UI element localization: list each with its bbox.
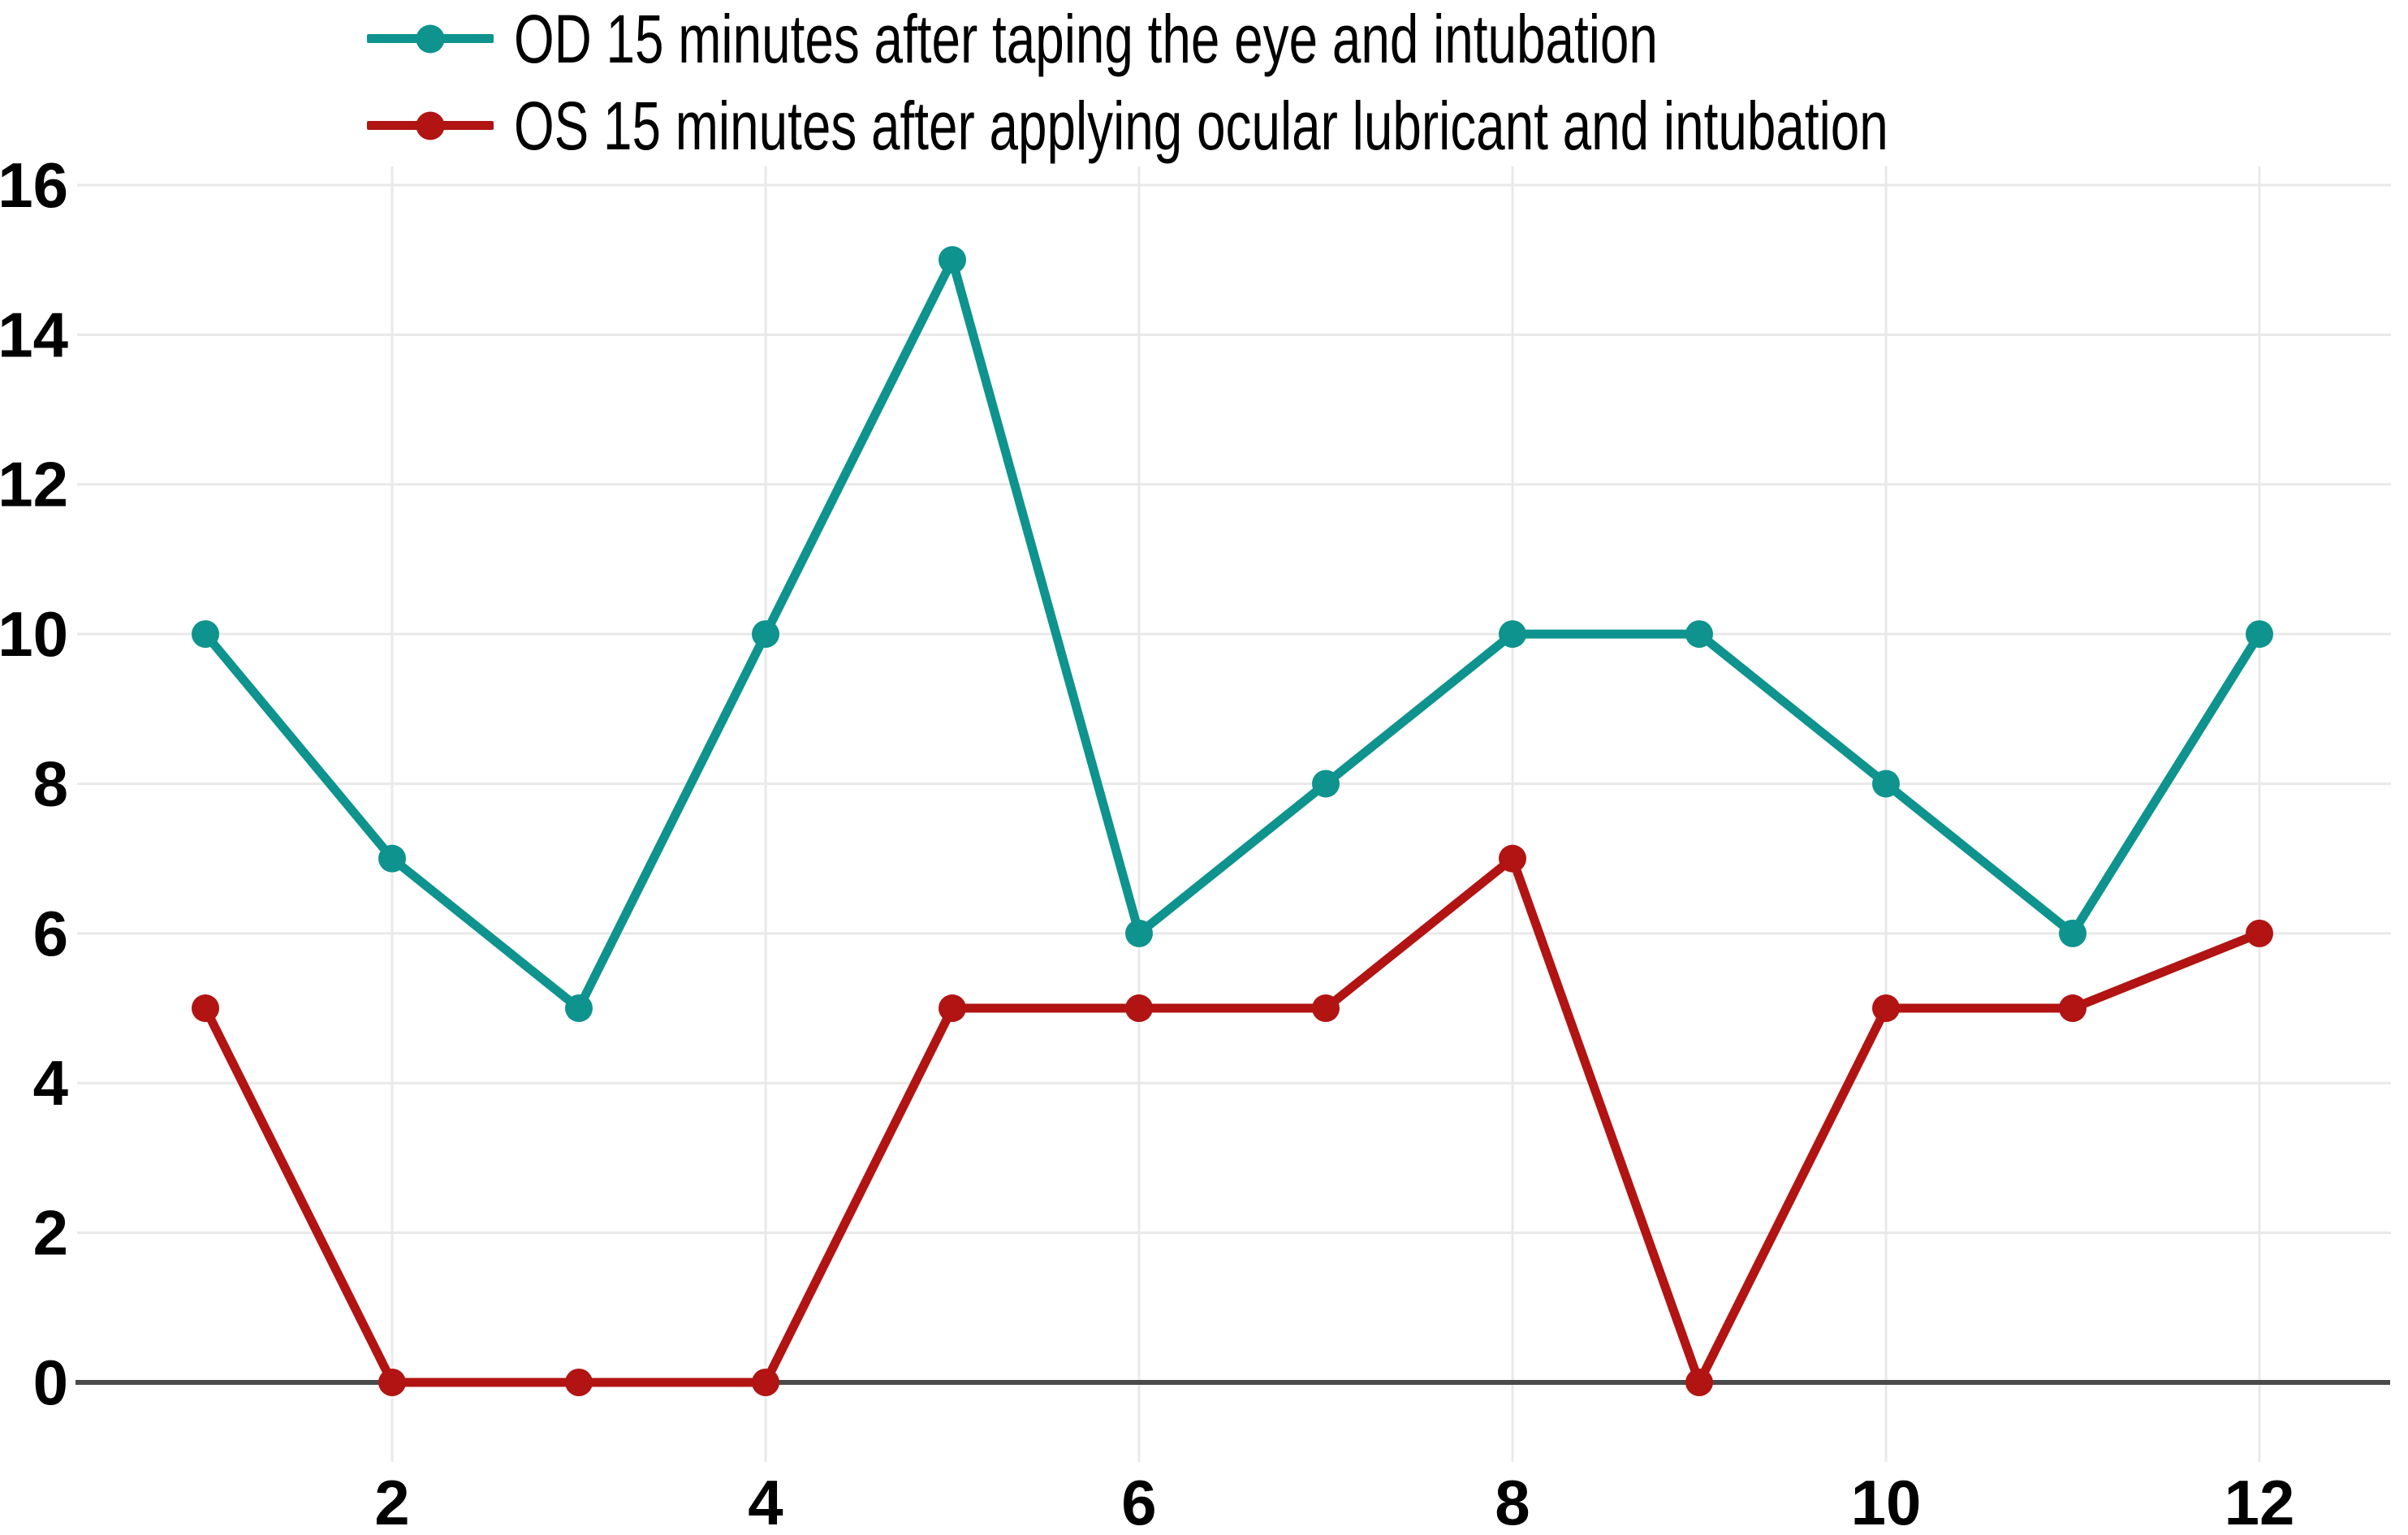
y-tick-label: 4 <box>33 1047 68 1119</box>
y-tick-label: 10 <box>0 598 68 670</box>
os-data-point <box>192 994 219 1023</box>
od-legend-marker-icon <box>367 24 494 53</box>
od-data-point <box>192 620 219 649</box>
od-data-point <box>2059 919 2087 947</box>
od-legend-dot-icon <box>416 24 445 53</box>
os-data-point <box>1125 994 1153 1023</box>
os-data-point <box>1499 844 1526 873</box>
od-data-point <box>2246 620 2273 649</box>
od-data-point <box>939 246 966 274</box>
os-data-point <box>939 994 966 1023</box>
x-tick-label: 2 <box>374 1467 409 1535</box>
y-tick-label: 0 <box>33 1347 68 1418</box>
od-data-point <box>1872 770 1900 798</box>
x-tick-label: 12 <box>2225 1467 2295 1535</box>
x-tick-label: 10 <box>1851 1467 1922 1535</box>
y-tick-label: 14 <box>0 299 68 370</box>
x-tick-label: 4 <box>748 1467 783 1535</box>
y-tick-label: 2 <box>33 1197 68 1269</box>
os-data-point <box>1312 994 1340 1023</box>
os-legend-marker-icon <box>367 111 494 140</box>
os-data-point <box>2059 994 2087 1023</box>
os-legend-label: OS 15 minutes after applying ocular lubr… <box>514 87 1888 164</box>
od-legend-label: OD 15 minutes after taping the eye and i… <box>514 0 1658 77</box>
y-tick-label: 12 <box>0 449 68 520</box>
od-series-line <box>201 255 2264 1013</box>
legend-item-od: OD 15 minutes after taping the eye and i… <box>367 0 2322 82</box>
os-series-line <box>201 854 2264 1387</box>
legend: OD 15 minutes after taping the eye and i… <box>367 0 2322 169</box>
y-tick-label: 6 <box>33 898 68 969</box>
y-tick-label: 16 <box>0 149 68 221</box>
y-tick-label: 8 <box>33 748 68 819</box>
os-data-point <box>565 1369 593 1396</box>
x-tick-label: 6 <box>1121 1467 1156 1535</box>
od-data-point <box>752 620 779 649</box>
od-data-point <box>1125 919 1153 947</box>
os-data-point <box>1872 994 1900 1023</box>
os-data-point <box>1685 1369 1713 1396</box>
od-data-point <box>1312 770 1340 798</box>
os-data-point <box>752 1369 779 1396</box>
legend-item-os: OS 15 minutes after applying ocular lubr… <box>367 82 2322 169</box>
od-data-point <box>565 994 593 1023</box>
os-data-point <box>378 1369 406 1396</box>
od-data-point <box>1685 620 1713 649</box>
x-tick-label: 8 <box>1495 1467 1530 1535</box>
os-legend-dot-icon <box>416 111 445 140</box>
od-data-point <box>378 844 406 873</box>
os-data-point <box>2246 919 2273 947</box>
od-data-point <box>1499 620 1526 649</box>
